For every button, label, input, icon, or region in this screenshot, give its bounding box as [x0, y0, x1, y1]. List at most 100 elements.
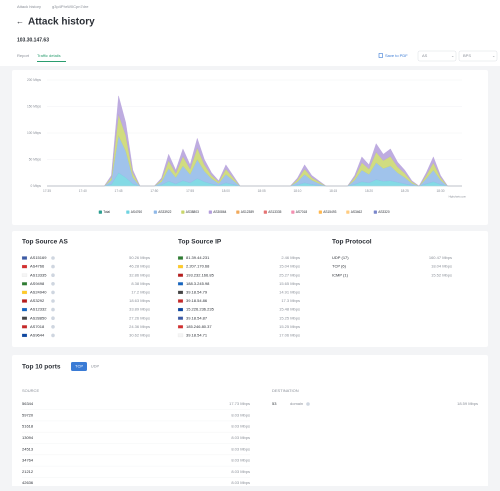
legend-label[interactable]: AS15493 [323, 210, 336, 214]
info-icon[interactable] [51, 273, 55, 278]
ip-value: 2.46 Mbps [281, 255, 300, 260]
legend-swatch[interactable] [346, 210, 350, 214]
section-title: Top 10 ports [22, 364, 61, 371]
as-name: AS3292 [30, 298, 45, 303]
info-icon[interactable] [51, 264, 55, 269]
flag [177, 256, 184, 260]
info-icon[interactable] [51, 282, 55, 286]
y-tick-label: 0 Mbps [31, 184, 42, 188]
x-tick-label: 18:10 [293, 189, 301, 193]
tab[interactable]: Traffic details [37, 53, 61, 58]
tab[interactable]: Report [17, 53, 30, 58]
legend-label[interactable]: Total [103, 210, 110, 214]
port-value: 8.03 Mbps [231, 469, 250, 474]
legend-swatch[interactable] [208, 210, 212, 214]
ip-value: 15.25 Mbps [279, 324, 300, 329]
legend-label[interactable]: AS3462 [351, 210, 363, 214]
ip-address: 2.207.170.68 [186, 264, 210, 269]
info-icon[interactable] [51, 290, 55, 295]
legend-swatch[interactable] [126, 210, 130, 214]
protocol-value: 18.04 Mbps [431, 264, 452, 269]
info-icon[interactable] [51, 299, 55, 303]
legend-label[interactable]: AS30864 [213, 210, 226, 214]
legend-label[interactable]: AS4760 [131, 210, 143, 214]
flag [21, 307, 28, 312]
as-name: AS7018 [30, 324, 45, 329]
legend-label[interactable]: AS3320 [378, 210, 390, 214]
flag [21, 290, 28, 295]
ip-value: 15.48 Mbps [279, 307, 300, 312]
legend-label[interactable]: AS33922 [158, 210, 171, 214]
flag [177, 290, 184, 295]
port-value: 18.59 Mbps [457, 401, 478, 406]
as-name: AS13335 [30, 272, 47, 277]
legend-swatch[interactable] [181, 210, 185, 214]
breadcrumb[interactable]: Attack history [17, 4, 41, 9]
legend-swatch[interactable] [373, 210, 377, 214]
port: 53 [272, 401, 277, 406]
column-header: SOURCE [22, 388, 39, 393]
tab-button[interactable] [71, 362, 87, 371]
header-bg [0, 0, 500, 66]
column-header: DESTINATION [272, 388, 299, 393]
info-icon[interactable] [51, 325, 55, 329]
breadcrumb: g3p4PhrW0Cpn7dre [52, 4, 89, 9]
x-tick-label: 17:50 [150, 189, 158, 193]
flag [21, 325, 28, 329]
info-icon[interactable] [51, 307, 55, 312]
as-name: AS4766 [30, 264, 45, 269]
ports-card [12, 355, 488, 491]
legend-label[interactable]: AS7018 [296, 210, 308, 214]
chart-credit: Highcharts.com [449, 196, 466, 199]
flag [177, 264, 184, 269]
x-tick-label: 17:45 [115, 189, 123, 193]
port-value: 8.03 Mbps [231, 435, 250, 440]
x-tick-label: 18:05 [258, 189, 266, 193]
port: 56344 [22, 401, 34, 406]
x-tick-label: 17:35 [43, 189, 51, 193]
ip-value: 17.06 Mbps [279, 332, 300, 337]
legend-label[interactable]: AS12389 [241, 210, 254, 214]
legend-swatch[interactable] [98, 210, 102, 214]
legend-swatch[interactable] [318, 210, 322, 214]
info-icon[interactable] [51, 316, 55, 321]
as-value: 50.26 Mbps [129, 255, 150, 260]
as-value: 46.28 Mbps [129, 264, 150, 269]
ip-value: 15.04 Mbps [279, 264, 300, 269]
as-name: AS9644 [30, 332, 45, 337]
x-tick-label: 18:30 [437, 189, 445, 193]
protocol-name: TCP (6) [332, 264, 347, 269]
flag [177, 316, 184, 320]
port: 42636 [22, 480, 34, 485]
as-name: AS28850 [30, 315, 47, 320]
select[interactable] [458, 50, 498, 62]
protocol-name: ICMP (1) [332, 272, 349, 277]
legend-label[interactable]: AS38803 [186, 210, 199, 214]
info-icon[interactable] [306, 402, 310, 406]
legend-swatch[interactable] [263, 210, 267, 214]
port-value: 8.03 Mbps [231, 424, 250, 429]
tab-label[interactable]: UDP [91, 364, 100, 369]
port-value: 8.03 Mbps [231, 412, 250, 417]
ip-address: 39.18.54.87 [186, 315, 208, 320]
port-value: 8.03 Mbps [231, 446, 250, 451]
info-icon[interactable] [51, 333, 55, 338]
protocol-name: UDP (17) [332, 255, 349, 260]
select-value: AS [422, 53, 428, 58]
as-name: AS24940 [30, 289, 47, 294]
as-value: 8.38 Mbps [131, 281, 150, 286]
flag [21, 282, 28, 286]
port: 13094 [22, 435, 34, 440]
port-value: 8.03 Mbps [231, 480, 250, 485]
back-arrow[interactable]: ← [16, 17, 24, 26]
ip-address: 185.246.80.37 [186, 324, 212, 329]
save-pdf[interactable]: Save to PDF [385, 53, 408, 58]
info-icon[interactable] [51, 256, 55, 260]
tab-label: TCP [75, 364, 83, 369]
legend-label[interactable]: AS13335 [268, 210, 281, 214]
legend-swatch[interactable] [291, 210, 295, 214]
legend-swatch[interactable] [236, 210, 240, 214]
select[interactable] [417, 50, 457, 62]
legend-swatch[interactable] [153, 210, 157, 214]
as-value: 27.26 Mbps [129, 315, 150, 320]
